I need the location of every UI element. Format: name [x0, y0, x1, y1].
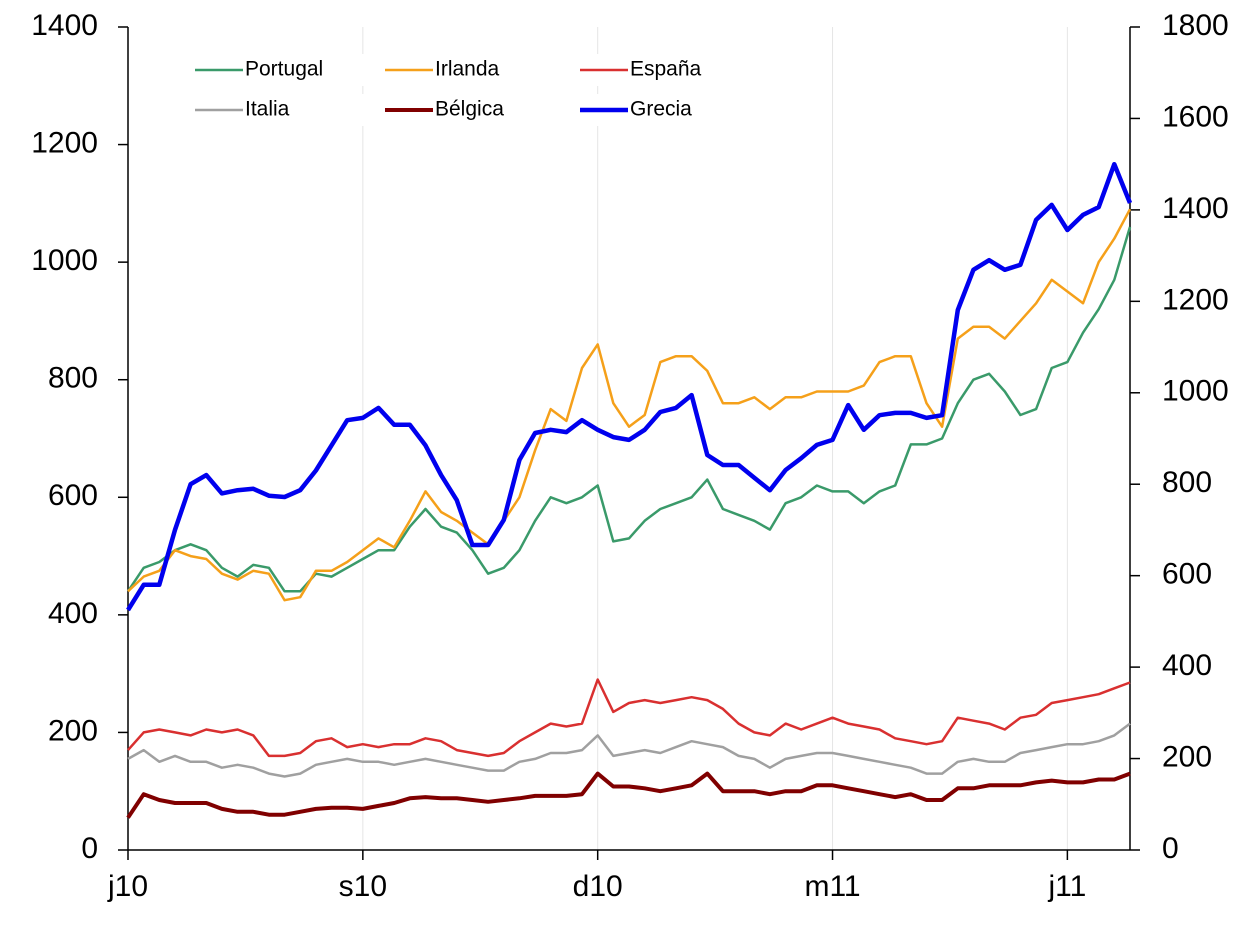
- y-tick-label: 1200: [31, 126, 98, 159]
- x-tick-label: s10: [339, 870, 387, 903]
- legend-label: Italia: [245, 98, 290, 121]
- series-line: [126, 161, 1133, 612]
- y2-tick-label: 0: [1162, 832, 1179, 865]
- y-tick-label: 1400: [31, 9, 98, 42]
- y-tick-label: 0: [81, 832, 98, 865]
- legend-label: Bélgica: [435, 98, 504, 121]
- series-line: [126, 226, 1132, 593]
- y2-tick-label: 1000: [1162, 375, 1229, 408]
- y-tick-label: 600: [48, 479, 98, 512]
- y2-tick-label: 200: [1162, 740, 1212, 773]
- y2-tick-label: 1400: [1162, 192, 1229, 225]
- legend-label: España: [630, 58, 702, 81]
- y2-tick-label: 400: [1162, 649, 1212, 682]
- y2-tick-label: 1200: [1162, 283, 1229, 316]
- x-tick-label: d10: [573, 870, 623, 903]
- series-line: [126, 771, 1131, 819]
- x-tick-label: m11: [804, 870, 860, 903]
- y2-tick-label: 800: [1162, 466, 1212, 499]
- y-tick-label: 1000: [31, 244, 98, 277]
- y-tick-label: 400: [48, 597, 98, 630]
- y-tick-label: 800: [48, 362, 98, 395]
- legend-label: Grecia: [630, 98, 692, 121]
- y-tick-label: 200: [48, 714, 98, 747]
- series-line: [127, 722, 1131, 778]
- x-tick-label: j10: [107, 870, 148, 903]
- x-tick-label: j11: [1047, 870, 1086, 903]
- y2-tick-label: 1600: [1162, 100, 1229, 133]
- legend-label: Irlanda: [435, 58, 500, 81]
- series-line: [127, 678, 1131, 758]
- y2-tick-label: 600: [1162, 558, 1212, 591]
- series-line: [127, 208, 1132, 602]
- y2-tick-label: 1800: [1162, 9, 1229, 42]
- legend-label: Portugal: [245, 58, 323, 81]
